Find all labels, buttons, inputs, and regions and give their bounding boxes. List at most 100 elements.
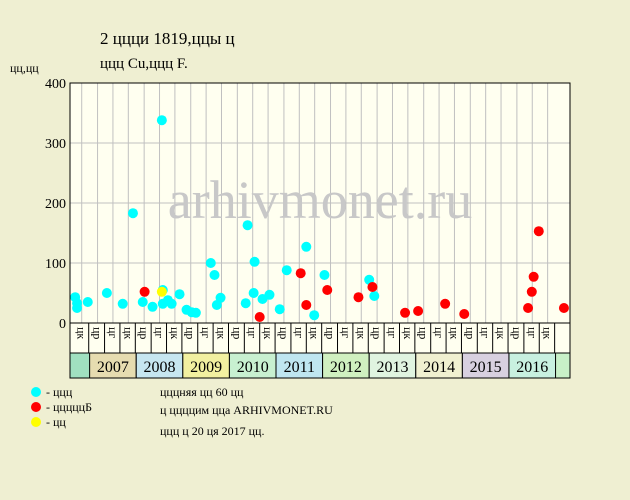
x-tick-label: цк [75, 327, 89, 339]
x-tick-label: цр [184, 327, 198, 339]
year-label: 2010 [237, 359, 269, 376]
x-tick-label: цр [510, 327, 524, 339]
year-label: 2012 [330, 359, 362, 376]
point [215, 292, 226, 303]
point [440, 298, 451, 309]
point [254, 312, 265, 322]
year-band [135, 352, 184, 379]
note: ццц ц 20 ця 2017 цц. [160, 424, 264, 438]
point [156, 115, 167, 126]
note: цццняя цц 60 цц [160, 385, 244, 399]
point [281, 265, 292, 276]
point [209, 270, 220, 280]
x-tick-label: цк [308, 327, 322, 339]
x-tick-label: цр [417, 327, 431, 339]
x-tick-label: цр [277, 327, 291, 339]
x-tick-label: цк [447, 327, 461, 339]
point [309, 310, 320, 321]
y-tick-label: 200 [45, 197, 66, 212]
point [249, 256, 260, 267]
point [101, 288, 112, 298]
year-band [275, 352, 324, 379]
point [301, 300, 312, 310]
x-tick-label: цр [137, 327, 151, 339]
point [322, 285, 333, 295]
y-tick-label: 100 [45, 257, 66, 272]
y-axis-label: цц,цц [10, 61, 39, 75]
point [242, 220, 253, 231]
year-band [322, 352, 370, 379]
point [205, 258, 216, 268]
legend-marker [31, 387, 41, 397]
x-tick-label: цг [479, 327, 493, 338]
year-band [368, 352, 417, 379]
point [137, 297, 148, 307]
point [248, 288, 259, 298]
legend-label: - цц [46, 415, 66, 429]
y-tick-label: 400 [45, 77, 66, 92]
point [295, 268, 306, 279]
x-tick-label: цк [168, 327, 182, 339]
point [174, 289, 185, 300]
x-tick-label: цк [541, 327, 555, 339]
year-label: 2013 [376, 359, 408, 376]
chart-subtitle: ццц Cu,ццц F. [100, 56, 188, 72]
legend-label: - цццццБ [46, 400, 92, 414]
year-lead [69, 352, 91, 379]
point [72, 303, 83, 313]
point [319, 270, 330, 280]
point [240, 298, 251, 309]
year-label: 2015 [470, 359, 502, 376]
point [147, 301, 158, 312]
point [301, 241, 312, 252]
x-tick-label: цк [214, 327, 228, 339]
point [274, 304, 285, 315]
x-tick-label: цк [494, 327, 508, 339]
x-tick-label: цг [246, 327, 260, 338]
point [264, 289, 275, 300]
plot-border [69, 82, 571, 324]
x-tick-label: цг [525, 327, 539, 338]
year-label: 2008 [144, 359, 176, 376]
point [156, 286, 167, 297]
point [127, 208, 138, 219]
chart-title: 2 ццци 1819,ццы ц [100, 29, 235, 48]
point [369, 291, 380, 301]
x-tick-label: цк [401, 327, 415, 339]
x-tick-label: цг [339, 327, 353, 338]
point [528, 271, 539, 282]
x-tick-label: цк [121, 327, 135, 339]
point [190, 307, 201, 318]
x-tick-label: цг [106, 327, 120, 338]
x-tick-label: цг [292, 327, 306, 338]
year-label: 2011 [284, 359, 315, 376]
year-band [461, 352, 510, 379]
point [139, 286, 150, 297]
point [82, 297, 93, 307]
point [413, 306, 424, 316]
x-tick-label: цк [354, 327, 368, 339]
point [400, 307, 411, 318]
watermark: arhivmonet.ru [168, 170, 472, 230]
x-tick-label: цк [261, 327, 275, 339]
x-tick-label: цг [385, 327, 399, 338]
year-label: 2007 [97, 359, 129, 376]
x-tick-label: цр [230, 327, 244, 339]
tick-row [69, 322, 571, 354]
note: ц ццццим цца ARHIVMONET.RU [160, 403, 333, 417]
x-tick-label: цг [199, 327, 213, 338]
legend-marker [31, 402, 41, 412]
x-tick-label: цр [324, 327, 338, 339]
point [353, 292, 364, 303]
point [367, 282, 378, 292]
x-tick-label: цг [432, 327, 446, 338]
y-tick-label: 300 [45, 137, 66, 152]
year-band [415, 352, 463, 379]
year-band [508, 352, 557, 379]
x-tick-label: цр [91, 327, 105, 339]
point [523, 303, 534, 313]
year-label: 2009 [190, 359, 222, 376]
x-tick-label: цр [370, 327, 384, 339]
x-tick-label: цр [463, 327, 477, 339]
